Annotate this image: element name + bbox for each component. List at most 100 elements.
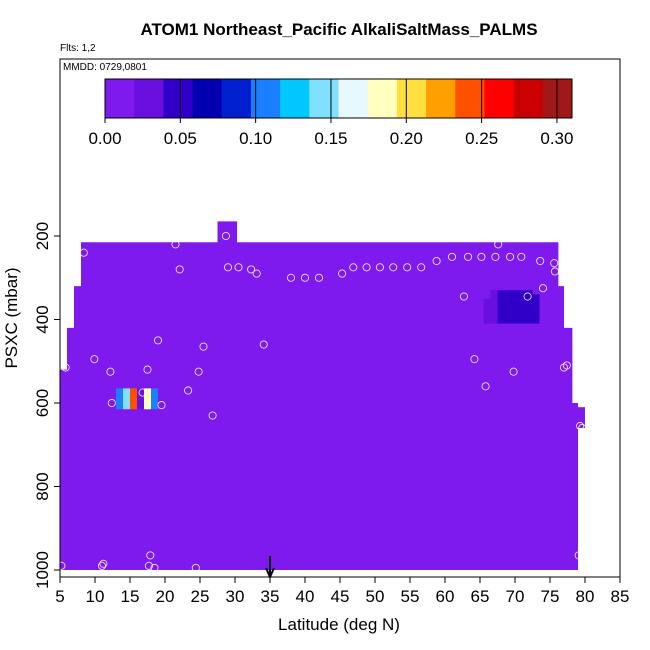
x-tick-label: 50 [366, 587, 385, 606]
flight-point [491, 252, 500, 261]
flight-point [559, 363, 569, 372]
x-tick-label: 55 [401, 587, 420, 606]
heatmap-cell [130, 388, 137, 410]
x-tick-label: 60 [436, 587, 455, 606]
flight-point [221, 231, 230, 241]
flight-point [464, 252, 473, 261]
heatmap-cell [504, 290, 533, 324]
flight-point [523, 292, 532, 301]
flight-point [106, 367, 115, 376]
colorbar-segment [426, 79, 456, 118]
x-tick-label: 70 [506, 587, 525, 606]
flight-point [494, 240, 503, 249]
flight-point [157, 401, 166, 410]
colorbar-segment [163, 79, 194, 118]
y-tick-label: 800 [33, 472, 52, 500]
heatmap-cell [490, 290, 498, 345]
data-anomalies [116, 290, 540, 410]
y-tick-label: 1000 [33, 551, 52, 589]
flight-point [362, 263, 371, 272]
flights-label: Flts: 1,2 [60, 43, 96, 54]
flight-point [459, 292, 468, 301]
flight-point [389, 263, 398, 272]
heatmap-cell [497, 290, 505, 324]
colorbar-segment [134, 79, 164, 118]
colorbar-segment [367, 79, 398, 118]
flight-point [107, 398, 116, 408]
x-tick-label: 5 [55, 587, 64, 606]
y-axis-label: PSXC (mbar) [2, 267, 21, 368]
colorbar-segment [280, 79, 310, 118]
x-tick-label: 80 [576, 587, 595, 606]
chart-title: ATOM1 Northeast_Pacific AlkaliSaltMass_P… [140, 20, 537, 39]
colorbar-segment [192, 79, 223, 118]
colorbar-segment [455, 79, 485, 118]
flight-point [99, 559, 108, 568]
arrow-head [265, 567, 275, 580]
x-tick-label: 75 [541, 587, 560, 606]
flight-point [252, 269, 261, 278]
flight-point [481, 382, 490, 391]
x-tick-label: 35 [261, 587, 280, 606]
flight-point [259, 340, 268, 349]
x-tick-label: 20 [156, 587, 175, 606]
flight-point [57, 561, 66, 570]
y-tick-label: 600 [33, 389, 52, 417]
flight-point [578, 423, 587, 433]
colorbar-segment [513, 79, 544, 118]
colorbar-tick-label: 0.20 [390, 129, 423, 148]
flight-point [237, 231, 247, 241]
heatmap-cell [137, 388, 144, 410]
flight-point [562, 361, 571, 370]
x-tick-label: 15 [121, 587, 140, 606]
heatmap-cell [476, 298, 484, 345]
flight-point [90, 355, 99, 364]
flight-point [175, 265, 184, 274]
colorbar-tick-label: 0.30 [540, 129, 573, 148]
field-notch [578, 407, 585, 429]
flight-point [300, 273, 310, 282]
flight-point [470, 355, 479, 364]
flight-point [143, 365, 152, 374]
flight-point [538, 284, 548, 293]
flight-point [403, 263, 412, 272]
colorbar-segment [542, 79, 573, 118]
data-field [60, 221, 585, 570]
heatmap-cell [116, 388, 123, 410]
y-tick-label: 400 [33, 305, 52, 333]
flight-point [550, 259, 559, 268]
colorbar-segment [338, 79, 369, 118]
colorbar-segment [105, 79, 135, 118]
flight-point [574, 551, 583, 560]
flight-point [349, 263, 358, 272]
y-axis: 200 400 600 800 1000 [33, 222, 60, 589]
colorbar-segment [221, 79, 252, 118]
colorbar-tick-label: 0.00 [88, 129, 121, 148]
flight-point [375, 263, 384, 272]
flight-point [138, 388, 147, 397]
flight-point [477, 252, 486, 261]
flight-point [194, 367, 203, 376]
flight-point [417, 263, 426, 272]
flight-point [153, 336, 163, 345]
x-tick-label: 10 [86, 587, 105, 606]
x-tick-label: 65 [471, 587, 490, 606]
x-tick-label: 85 [611, 587, 630, 606]
x-axis-label: Latitude (deg N) [278, 615, 400, 634]
flight-point [286, 273, 296, 282]
flight-point [61, 363, 70, 372]
colorbar-tick-label: 0.05 [164, 129, 197, 148]
flight-point [506, 252, 515, 261]
flight-point [432, 256, 441, 266]
flight-point [536, 256, 545, 266]
colorbar-segment [396, 79, 427, 118]
colorbar-tick-label: 0.10 [239, 129, 272, 148]
flight-point [199, 342, 208, 351]
flight-point [447, 252, 457, 261]
heatmap-cell [123, 388, 130, 410]
flight-point [144, 561, 153, 570]
flight-point [550, 267, 559, 276]
x-tick-label: 30 [226, 587, 245, 606]
flight-point [576, 421, 585, 431]
